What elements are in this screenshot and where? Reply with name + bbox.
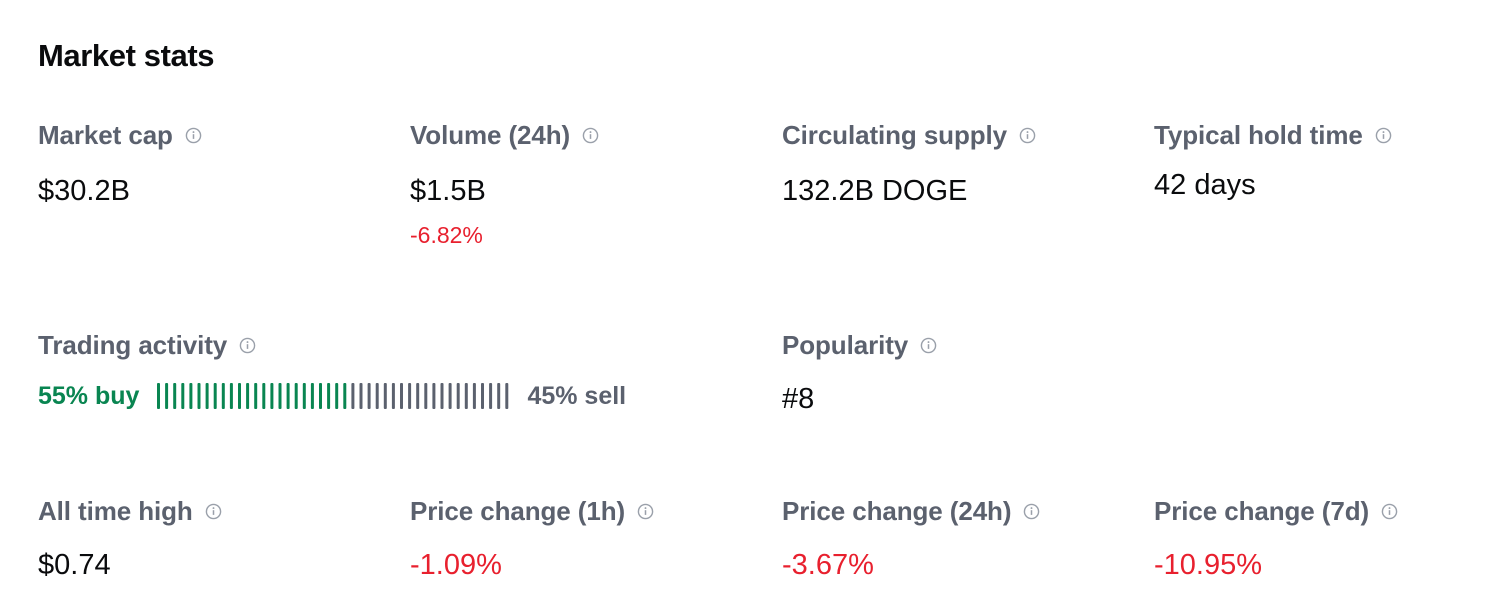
buy-tick [311,383,315,409]
price-change-24h-value: -3.67% [782,549,874,581]
info-circle-icon[interactable] [185,127,202,144]
buy-tick [343,383,347,409]
stat-market-cap: Market cap $30.2B [38,118,202,208]
stat-price-change-1h: Price change (1h) -1.09% [410,494,654,582]
sell-tick [473,383,477,409]
popularity-value: #8 [782,383,815,415]
stat-price-change-7d: Price change (7d) -10.95% [1154,494,1398,582]
info-circle-icon[interactable] [239,337,256,354]
buy-tick [278,383,282,409]
stat-trading-activity-label: Trading activity [38,328,256,362]
sell-tick [359,383,363,409]
sell-percent: 45% sell [527,381,627,410]
stat-hold-time: Typical hold time 42 days [1154,118,1392,202]
buy-tick [327,383,331,409]
buy-tick [254,383,258,409]
info-circle-icon[interactable] [1019,127,1036,144]
price-change-1h-label: Price change (1h) [410,495,626,526]
info-circle-icon[interactable] [1023,503,1040,520]
circulating-supply-value: 132.2B DOGE [782,175,968,207]
sell-tick [392,383,396,409]
market-cap-value: $30.2B [38,175,130,207]
buy-tick [173,383,177,409]
buy-tick [287,383,291,409]
sell-tick [465,383,469,409]
buy-tick [206,383,210,409]
buy-tick [262,383,266,409]
info-circle-icon[interactable] [920,337,937,354]
price-change-7d-value: -10.95% [1154,549,1263,581]
price-change-24h-label: Price change (24h) [782,495,1012,526]
sell-tick [416,383,420,409]
sell-tick [432,383,436,409]
info-circle-icon[interactable] [582,127,599,144]
sell-tick [351,383,355,409]
sell-tick [408,383,412,409]
buy-tick [230,383,234,409]
popularity-label: Popularity [782,329,909,360]
sell-tick [489,383,493,409]
sell-tick [497,383,501,409]
trading-activity-bar-row: 55% buy 45% sell [38,378,626,414]
sell-tick [424,383,428,409]
trading-activity-bar [157,383,509,409]
buy-tick [157,383,161,409]
buy-tick [319,383,323,409]
stat-popularity: Popularity #8 [782,328,937,416]
hold-time-value: 42 days [1154,169,1256,201]
price-change-1h-value: -1.09% [410,549,502,581]
section-title: Market stats [38,38,215,73]
buy-tick [246,383,250,409]
sell-tick [457,383,461,409]
buy-tick [197,383,201,409]
buy-tick [270,383,274,409]
info-circle-icon[interactable] [205,503,222,520]
buy-tick [303,383,307,409]
info-circle-icon[interactable] [1381,503,1398,520]
stat-price-change-24h: Price change (24h) -3.67% [782,494,1040,582]
buy-tick [238,383,242,409]
buy-tick [189,383,193,409]
sell-tick [376,383,380,409]
sell-tick [449,383,453,409]
sell-tick [440,383,444,409]
market-cap-label: Market cap [38,119,173,150]
sell-tick [400,383,404,409]
circulating-supply-label: Circulating supply [782,119,1008,150]
trading-activity-label: Trading activity [38,329,228,360]
buy-tick [165,383,169,409]
stat-circulating-supply: Circulating supply 132.2B DOGE [782,118,1036,208]
stat-all-time-high: All time high $0.74 [38,494,222,582]
info-circle-icon[interactable] [637,503,654,520]
stat-volume: Volume (24h) $1.5B -6.82% [410,118,599,248]
volume-label: Volume (24h) [410,119,571,150]
hold-time-label: Typical hold time [1154,119,1363,150]
all-time-high-label: All time high [38,495,193,526]
buy-tick [222,383,226,409]
all-time-high-value: $0.74 [38,549,111,581]
volume-value: $1.5B [410,175,486,207]
sell-tick [481,383,485,409]
buy-tick [295,383,299,409]
buy-percent: 55% buy [38,381,140,410]
sell-tick [384,383,388,409]
sell-tick [368,383,372,409]
buy-tick [335,383,339,409]
buy-tick [181,383,185,409]
volume-change: -6.82% [410,222,483,248]
info-circle-icon[interactable] [1375,127,1392,144]
sell-tick [505,383,509,409]
buy-tick [214,383,218,409]
price-change-7d-label: Price change (7d) [1154,495,1370,526]
